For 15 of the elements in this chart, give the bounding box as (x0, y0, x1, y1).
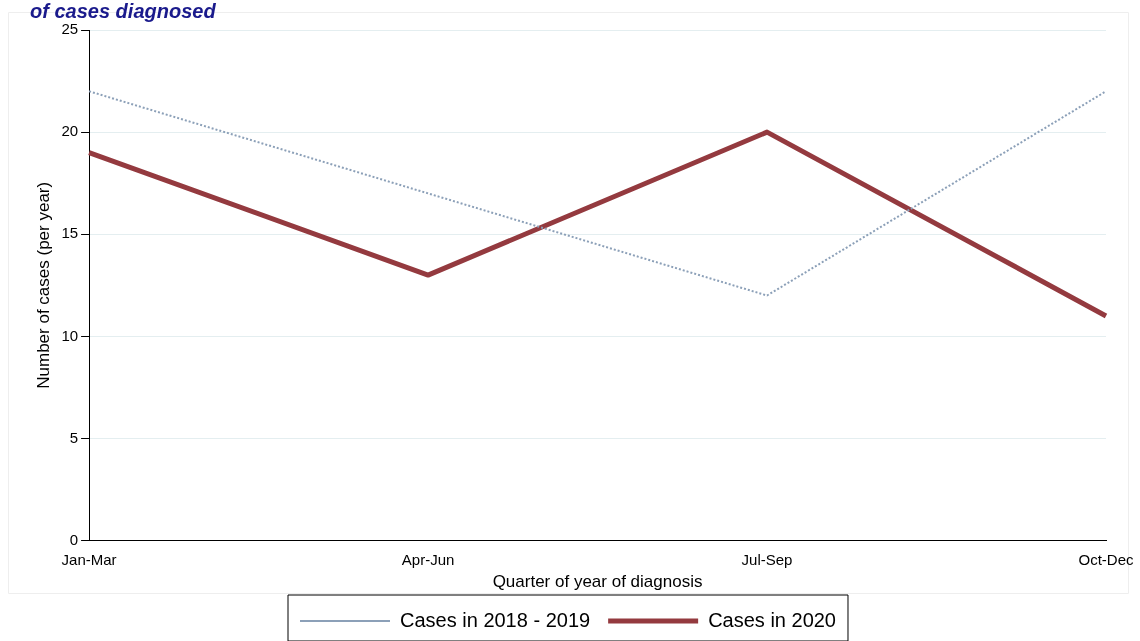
y-tick-label: 25 (61, 20, 79, 38)
x-tick-label: Jul-Sep (741, 550, 793, 568)
x-axis-title: Quarter of year of diagnosis (492, 572, 703, 592)
x-tick-label: Apr-Jun (401, 550, 455, 568)
y-tick-label: 5 (69, 428, 79, 446)
y-tick-label: 0 (69, 530, 79, 548)
y-tick-label: 20 (61, 122, 79, 140)
legend-label: Cases in 2018 - 2019 (400, 608, 591, 631)
y-tick-label: 15 (61, 224, 79, 242)
y-axis-title: Number of cases (per year) (33, 181, 53, 389)
x-tick-label: Jan-Mar (61, 550, 117, 568)
legend-label: Cases in 2020 (708, 608, 837, 631)
x-tick-label: Oct-Dec (1078, 550, 1134, 568)
y-tick-label: 10 (61, 326, 79, 344)
chart-title: of cases diagnosed (30, 0, 217, 22)
